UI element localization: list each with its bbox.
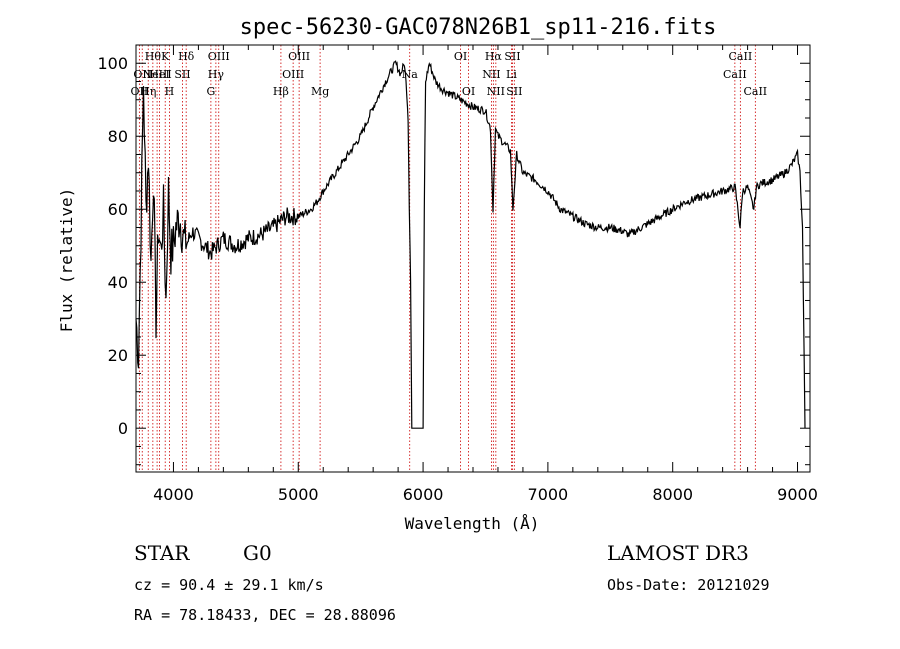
x-axis-ticks: 4000 5000 6000 7000 8000 9000 xyxy=(153,45,818,504)
reference-line-label: G xyxy=(206,85,215,98)
velocity-text: cz = 90.4 ± 29.1 km/s xyxy=(134,576,324,594)
reference-line-label: NeIII xyxy=(143,68,172,81)
y-tick-label: 20 xyxy=(108,346,128,365)
survey-name: LAMOST DR3 xyxy=(607,541,749,565)
reference-line-label: Mg xyxy=(311,85,329,98)
chart-title: spec-56230-GAC078N26B1_sp11-216.fits xyxy=(240,15,717,40)
obs-date-text: Obs-Date: 20121029 xyxy=(607,576,770,594)
reference-line-label: CaII xyxy=(723,68,747,81)
reference-line-label: K xyxy=(161,50,170,63)
y-tick-label: 60 xyxy=(108,200,128,219)
reference-line-label: OI xyxy=(462,85,475,98)
reference-line-label: OIII xyxy=(208,50,230,63)
y-axis-label: Flux (relative) xyxy=(57,188,76,333)
flux-series-line xyxy=(135,60,806,429)
reference-line-label: OI xyxy=(454,50,467,63)
reference-line-label: SII xyxy=(506,85,522,98)
reference-line-label: NII xyxy=(482,68,500,81)
reference-line-label: HeI xyxy=(149,68,169,81)
reference-line-label: CaII xyxy=(743,85,767,98)
y-tick-label: 100 xyxy=(97,54,128,73)
y-tick-label: 0 xyxy=(118,419,128,438)
reference-line-label: CaII xyxy=(729,50,753,63)
reference-line-label: Li xyxy=(506,68,517,81)
reference-line-label: Hη xyxy=(140,85,156,98)
reference-line-label: NII xyxy=(487,85,505,98)
reference-line-label: SII xyxy=(504,50,520,63)
reference-line-label: OII xyxy=(133,68,151,81)
reference-line-label: H xyxy=(165,85,175,98)
reference-line-label: Hβ xyxy=(273,85,289,98)
reference-line-label: Hθ xyxy=(145,50,162,63)
x-tick-label: 5000 xyxy=(278,485,319,504)
reference-line-label: OIII xyxy=(288,50,310,63)
reference-line-label: OIII xyxy=(282,68,304,81)
x-tick-label: 7000 xyxy=(528,485,569,504)
reference-line-label: Hδ xyxy=(178,50,195,63)
reference-line-label: Na xyxy=(402,68,419,81)
y-axis-ticks: 0 20 40 60 80 100 xyxy=(97,54,810,466)
x-tick-label: 8000 xyxy=(652,485,693,504)
object-subclass: G0 xyxy=(243,541,272,565)
x-axis-label: Wavelength (Å) xyxy=(405,514,540,533)
x-tick-label: 4000 xyxy=(153,485,194,504)
reference-line-label: Hα xyxy=(485,50,503,63)
reference-line-label: Hγ xyxy=(208,68,225,81)
object-class: STAR xyxy=(134,541,190,565)
coordinates-text: RA = 78.18433, DEC = 28.88096 xyxy=(134,606,396,624)
reference-line-label: SII xyxy=(174,68,190,81)
x-tick-label: 6000 xyxy=(403,485,444,504)
reference-lines xyxy=(138,45,756,472)
y-tick-label: 40 xyxy=(108,273,128,292)
y-tick-label: 80 xyxy=(108,127,128,146)
x-tick-label: 9000 xyxy=(777,485,818,504)
reference-line-labels: OIIOIIHηHθNeIIIHeIKHSIIHδGHγOIIIHβOIIIOI… xyxy=(131,50,768,98)
